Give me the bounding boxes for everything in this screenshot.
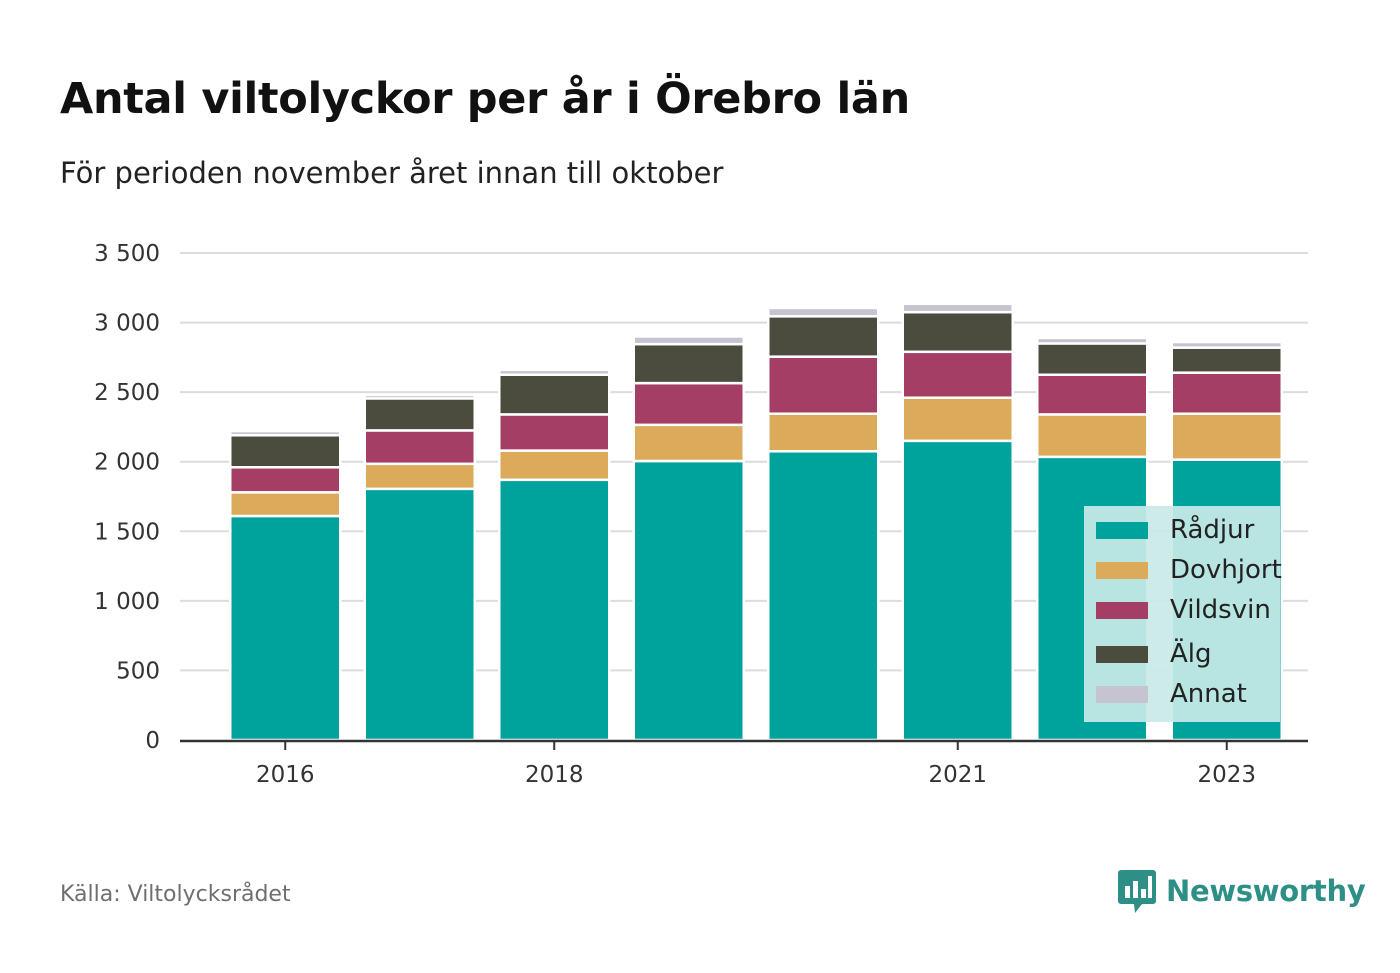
legend-label-alg: Älg <box>1170 639 1212 669</box>
bar-alg-2022 <box>1036 342 1149 377</box>
y-axis-ticks: 0 500 1 000 1 500 2 000 2 500 3 000 3 500 <box>94 241 160 754</box>
legend-item-vildsvin: Vildsvin <box>1096 590 1271 630</box>
legend-item-dovhjort: Dovhjort <box>1096 550 1282 590</box>
legend-label-vildsvin: Vildsvin <box>1170 595 1271 625</box>
y-tick-label: 500 <box>116 658 160 684</box>
bar-dovhjort-2018 <box>498 449 611 482</box>
bar-stack-2016 <box>229 429 342 742</box>
bar-radjur-2018 <box>498 478 611 742</box>
newsworthy-logo-icon <box>1118 870 1156 913</box>
bar-annat-2020 <box>767 306 880 318</box>
y-tick-label: 3 000 <box>94 311 160 337</box>
bar-dovhjort-2021 <box>901 396 1014 443</box>
brand-logo[interactable]: Newsworthy <box>1118 868 1366 914</box>
bar-radjur-2019 <box>632 459 745 742</box>
bar-vildsvin-2022 <box>1036 373 1149 416</box>
y-tick-label: 2 500 <box>94 380 160 406</box>
legend-swatch-alg <box>1096 645 1148 663</box>
bar-vildsvin-2018 <box>498 413 611 452</box>
bar-vildsvin-2019 <box>632 381 745 427</box>
legend-swatch-annat <box>1096 685 1148 703</box>
chart-subtitle: För perioden november året innan till ok… <box>60 156 724 190</box>
bar-annat-2018 <box>498 368 611 377</box>
bar-alg-2021 <box>901 310 1014 354</box>
x-tick-label: 2021 <box>928 762 987 788</box>
bar-alg-2019 <box>632 342 745 385</box>
legend: Rådjur Dovhjort Vildsvin Älg Annat <box>1084 506 1282 722</box>
bar-annat-2017 <box>363 393 476 400</box>
bar-vildsvin-2023 <box>1170 371 1283 415</box>
bar-stack-2018 <box>498 368 611 742</box>
legend-label-dovhjort: Dovhjort <box>1170 555 1282 585</box>
y-tick-label: 1 500 <box>94 519 160 545</box>
bar-annat-2016 <box>229 429 342 437</box>
source-note: Källa: Viltolycksrådet <box>60 882 291 907</box>
bar-stack-2021 <box>901 302 1014 742</box>
x-tick-label: 2018 <box>525 762 584 788</box>
bar-vildsvin-2020 <box>767 355 880 415</box>
legend-item-annat: Annat <box>1096 674 1247 714</box>
bar-stack-2020 <box>767 306 880 742</box>
chart-title: Antal viltolyckor per år i Örebro län <box>60 74 910 124</box>
bar-dovhjort-2022 <box>1036 413 1149 459</box>
bar-radjur-2016 <box>229 514 342 742</box>
x-axis: 2016 2018 2021 2023 <box>180 739 1308 788</box>
x-tick-label: 2016 <box>256 762 315 788</box>
bar-annat-2022 <box>1036 336 1149 345</box>
bar-vildsvin-2021 <box>901 350 1014 399</box>
y-tick-label: 1 000 <box>94 589 160 615</box>
brand-name: Newsworthy <box>1166 874 1366 908</box>
bar-alg-2023 <box>1170 346 1283 374</box>
legend-label-annat: Annat <box>1170 679 1247 709</box>
y-tick-label: 2 000 <box>94 450 160 476</box>
legend-label-radjur: Rådjur <box>1170 515 1255 545</box>
bar-alg-2016 <box>229 434 342 469</box>
bar-dovhjort-2016 <box>229 491 342 518</box>
legend-swatch-vildsvin <box>1096 601 1148 619</box>
bar-radjur-2021 <box>901 439 1014 742</box>
bar-radjur-2017 <box>363 487 476 742</box>
bar-radjur-2020 <box>767 450 880 742</box>
bar-annat-2021 <box>901 302 1014 314</box>
bar-dovhjort-2017 <box>363 462 476 491</box>
legend-swatch-radjur <box>1096 521 1148 539</box>
bar-stack-2019 <box>632 335 745 742</box>
bar-dovhjort-2023 <box>1170 412 1283 461</box>
bar-dovhjort-2019 <box>632 423 745 463</box>
bar-alg-2018 <box>498 373 611 416</box>
bar-vildsvin-2016 <box>229 466 342 494</box>
bar-annat-2023 <box>1170 340 1283 349</box>
bar-alg-2017 <box>363 397 476 432</box>
bar-stack-2017 <box>363 393 476 742</box>
x-tick-label: 2023 <box>1197 762 1256 788</box>
bar-annat-2019 <box>632 335 745 346</box>
legend-item-alg: Älg <box>1096 634 1212 674</box>
bar-alg-2020 <box>767 315 880 358</box>
legend-swatch-dovhjort <box>1096 561 1148 579</box>
y-tick-label: 0 <box>145 728 160 754</box>
bar-vildsvin-2017 <box>363 429 476 466</box>
legend-item-radjur: Rådjur <box>1096 510 1254 550</box>
bar-dovhjort-2020 <box>767 412 880 453</box>
y-tick-label: 3 500 <box>94 241 160 267</box>
